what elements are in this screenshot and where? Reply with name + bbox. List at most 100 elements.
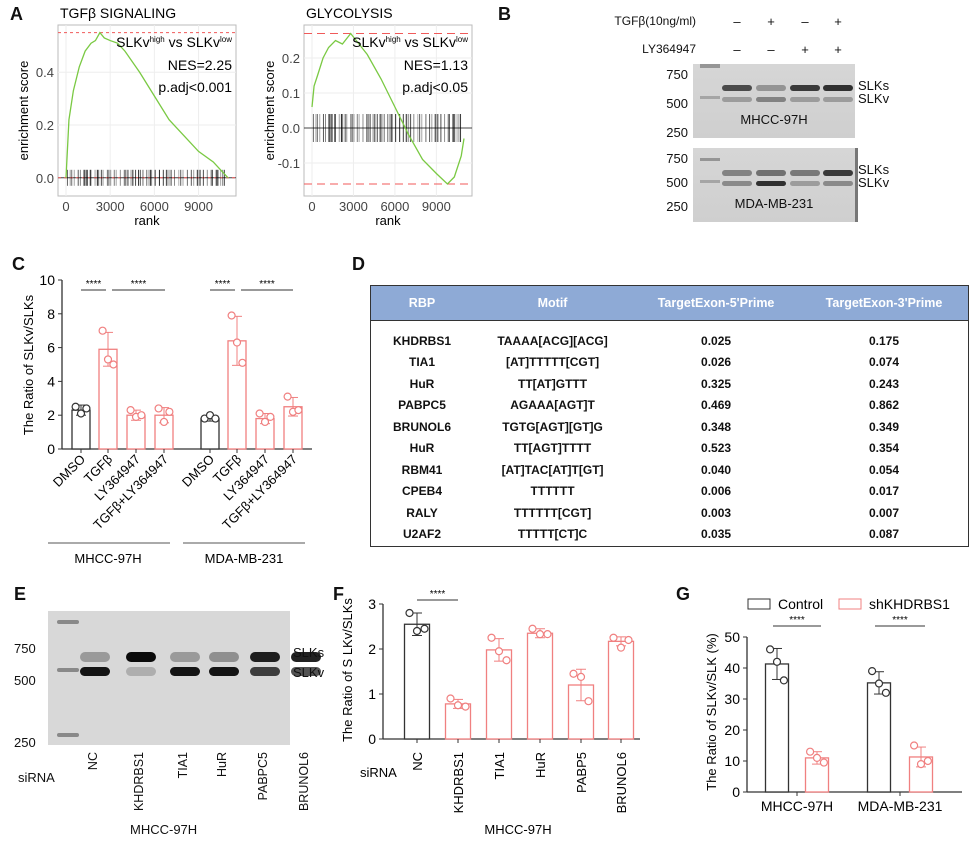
- ladder-band: [57, 668, 79, 672]
- slks-band: [126, 652, 156, 662]
- data-point: [584, 697, 593, 706]
- table-cell: HuR: [409, 376, 435, 391]
- table-cell: 0.354: [869, 441, 900, 456]
- bar: [403, 623, 431, 740]
- marker-size-label: 750: [666, 67, 688, 82]
- data-point: [255, 409, 264, 418]
- table-cell: [AT]TTTTT[CGT]: [506, 355, 600, 370]
- data-point: [260, 417, 270, 427]
- data-point: [487, 633, 496, 642]
- y-tick-label: 30: [724, 691, 740, 707]
- legend-label: Control: [778, 596, 823, 612]
- data-point: [819, 758, 829, 767]
- data-point: [923, 756, 933, 766]
- data-point: [232, 338, 242, 347]
- ly-row-label: LY364947: [642, 42, 696, 56]
- marker-size-label: 250: [14, 735, 36, 750]
- ladder-band: [700, 158, 720, 161]
- slks-band: [756, 170, 786, 176]
- plot-frame: [57, 24, 237, 197]
- significance-stars: ****: [86, 279, 102, 290]
- table-cell: 0.862: [869, 398, 900, 413]
- data-point: [446, 694, 455, 703]
- data-point: [71, 402, 80, 411]
- data-point: [874, 679, 884, 688]
- x-tick-label: DMSO: [179, 452, 217, 490]
- data-point: [294, 406, 303, 415]
- treatment-sign: +: [767, 14, 775, 29]
- x-tick-label: 6000: [380, 199, 409, 214]
- x-tick-label: MHCC-97H: [761, 798, 833, 814]
- chart-title: GLYCOLYSIS: [306, 5, 393, 21]
- table-cell: 0.035: [701, 527, 732, 542]
- table-spacer-row: [371, 320, 968, 330]
- data-point: [772, 657, 782, 666]
- table-row: U2AF2 TTTTT[CT]C 0.035 0.087: [371, 524, 968, 546]
- bar: [866, 682, 892, 793]
- ladder-band: [700, 64, 720, 68]
- slkv-band: [722, 97, 752, 102]
- y-tick-label: 0.2: [282, 51, 300, 66]
- slkv-band: [126, 667, 156, 676]
- legend-swatch: [838, 598, 862, 610]
- lane-label: HuR: [215, 752, 229, 778]
- table-cell: 0.006: [701, 484, 732, 499]
- slkv-band: [209, 667, 239, 676]
- data-point: [211, 414, 220, 423]
- y-tick-label: 50: [724, 629, 740, 645]
- slks-band: [250, 652, 280, 662]
- y-axis-label: The Ratio of SLKv/SLKs: [21, 294, 36, 435]
- y-tick-label: 0.0: [282, 121, 300, 136]
- treatment-sign: +: [834, 42, 842, 57]
- annotation-part: high: [386, 35, 401, 44]
- x-tick-label: 9000: [422, 199, 451, 214]
- data-point: [283, 392, 292, 401]
- band-label: SLKv: [858, 175, 890, 190]
- marker-size-label: 500: [666, 96, 688, 111]
- x-axis-label: rank: [375, 213, 401, 228]
- marker-size-label: 500: [14, 673, 36, 688]
- table-cell: 0.348: [701, 419, 732, 434]
- data-point: [98, 326, 107, 335]
- table-cell: TIA1: [408, 355, 435, 370]
- data-point: [266, 412, 275, 421]
- marker-size-label: 750: [14, 641, 36, 656]
- group-label: MDA-MB-231: [205, 551, 284, 566]
- table-cell: TGTG[AGT][GT]G: [502, 419, 603, 434]
- y-tick-label: 1: [368, 686, 376, 702]
- x-tick-label: TIA1: [492, 752, 507, 779]
- data-point: [109, 360, 118, 369]
- data-point: [765, 645, 775, 654]
- table-cell: CPEB4: [401, 484, 442, 499]
- marker-size-label: 250: [666, 125, 688, 140]
- data-point: [82, 404, 91, 413]
- lane-label: KHDRBS1: [132, 752, 146, 812]
- table-cell: TT[AT]GTTT: [518, 376, 588, 391]
- y-axis-label: The Ratio of SLKv/SLK (%): [704, 633, 719, 791]
- table-row: TIA1 [AT]TTTTT[CGT] 0.026 0.074: [371, 352, 968, 374]
- nes-value: NES=1.13: [404, 57, 468, 73]
- y-axis-label: enrichment score: [262, 61, 277, 161]
- y-tick-label: 0.0: [36, 171, 54, 186]
- x-tick-label: HuR: [533, 752, 548, 778]
- ladder-band: [700, 180, 720, 183]
- data-point: [137, 411, 146, 420]
- data-point: [126, 406, 135, 415]
- table-row: HuR TT[AT]GTTT 0.325 0.243: [371, 373, 968, 395]
- significance-stars: ****: [789, 615, 805, 626]
- table-cell: TTTTTT[CGT]: [513, 505, 592, 520]
- band-label: SLKs: [858, 162, 890, 177]
- annotation-part: vs SLKv: [165, 34, 220, 50]
- data-point: [616, 643, 626, 652]
- lane-label: TIA1: [176, 752, 190, 779]
- annotation-part: vs SLKv: [401, 34, 456, 50]
- band-label: SLKs: [293, 645, 325, 660]
- slks-band: [291, 652, 321, 662]
- tgfb-row-label: TGFβ(10ng/ml): [614, 14, 696, 28]
- data-point: [502, 656, 511, 665]
- treatment-sign: –: [733, 14, 741, 29]
- y-tick-label: 2: [368, 641, 376, 657]
- table-row: CPEB4 TTTTTT 0.006 0.017: [371, 481, 968, 503]
- ladder-band: [57, 620, 79, 624]
- bar: [607, 640, 635, 740]
